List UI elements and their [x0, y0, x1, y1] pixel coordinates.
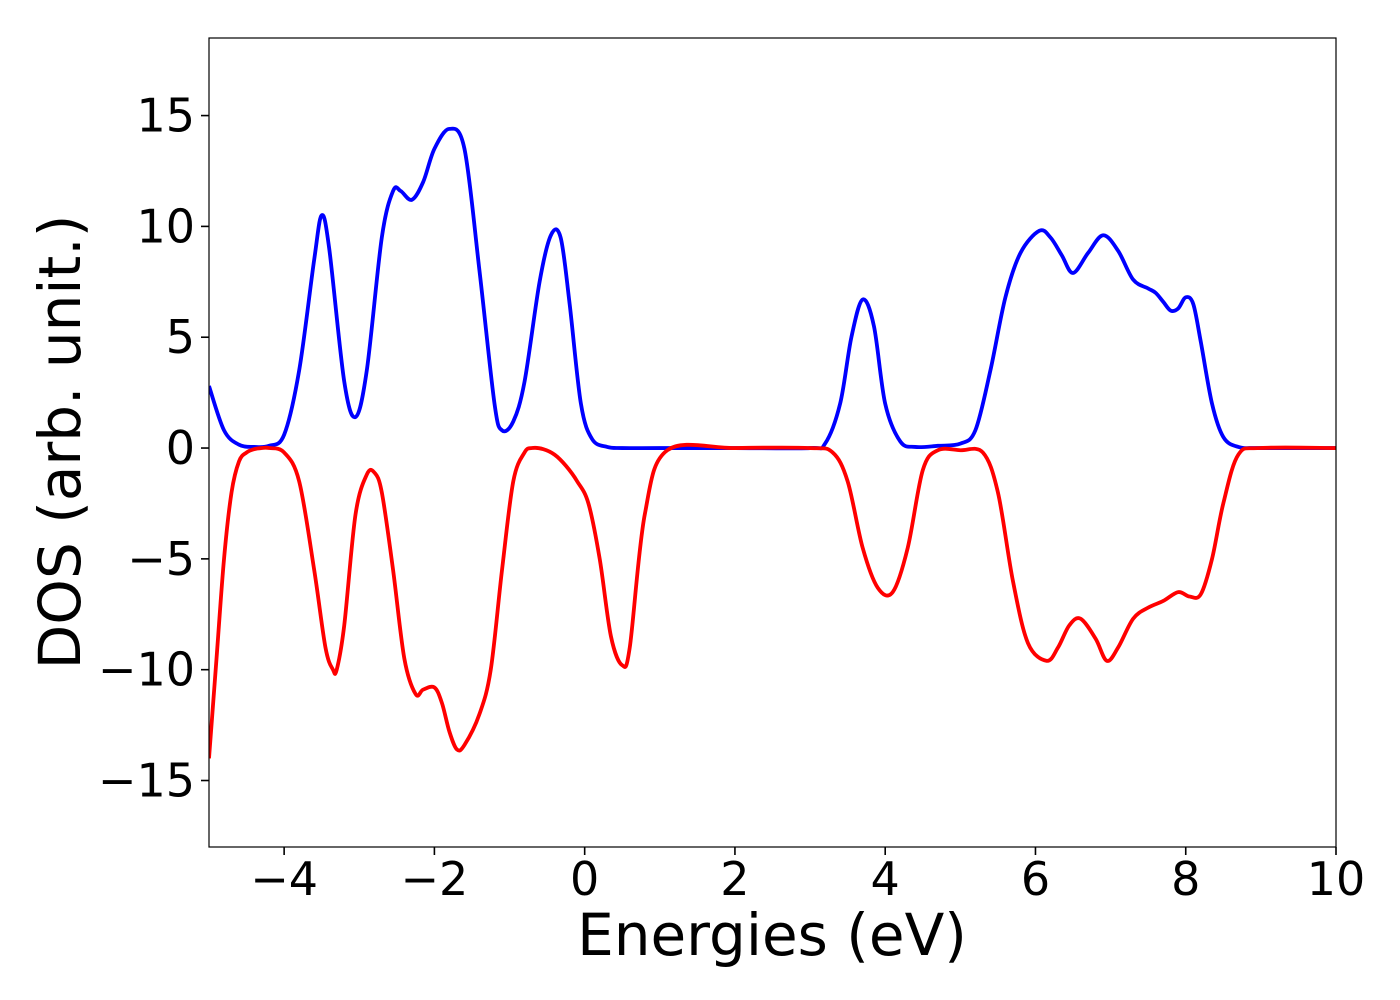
y-tick-label: 10 [136, 199, 195, 253]
x-tick-label: 2 [720, 852, 749, 906]
x-axis-ticks: −4 −2 0 2 4 6 8 10 [250, 847, 1365, 906]
x-tick-label: 4 [871, 852, 900, 906]
y-axis-title: DOS (arb. unit.) [26, 215, 94, 670]
plot-frame [208, 37, 1337, 848]
x-tick-label: 0 [570, 852, 599, 906]
series-layer [209, 126, 1336, 759]
x-tick-label: −2 [400, 852, 468, 906]
x-tick-label: −4 [250, 852, 318, 906]
y-tick-label: −15 [98, 754, 195, 808]
x-tick-label: 8 [1171, 852, 1200, 906]
y-tick-label: −10 [98, 643, 195, 697]
y-tick-label: 0 [166, 421, 195, 475]
x-axis-title: Energies (eV) [577, 901, 967, 969]
series-line-blue [209, 126, 1336, 451]
series-line-red [209, 442, 1336, 759]
x-tick-label: 6 [1021, 852, 1050, 906]
y-axis-ticks: −15 −10 −5 0 5 10 15 [98, 89, 209, 808]
y-tick-label: −5 [127, 532, 195, 586]
y-tick-label: 15 [136, 89, 195, 143]
y-tick-label: 5 [166, 310, 195, 364]
x-tick-label: 10 [1307, 852, 1366, 906]
